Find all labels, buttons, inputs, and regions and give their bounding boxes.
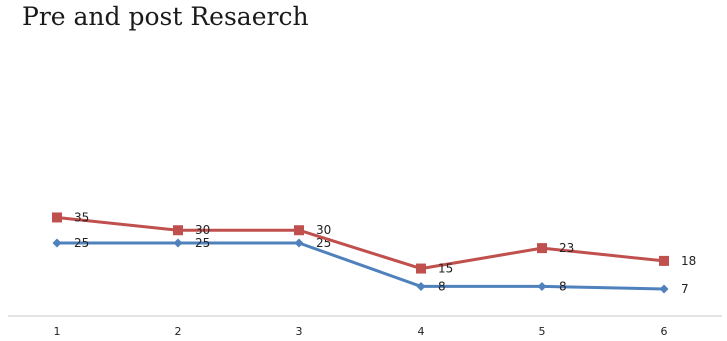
data-point [659,284,669,294]
data-point [659,255,669,266]
data-label: 35 [74,210,89,224]
data-label: 8 [559,279,567,293]
x-tick-label: 5 [539,325,546,338]
x-tick-labels: 1 2 3 4 5 6 [54,325,668,338]
data-point [416,281,426,291]
data-point [173,238,183,248]
x-tick-label: 2 [175,325,182,338]
data-label: 7 [681,282,689,296]
data-label: 25 [74,236,89,250]
series-line [55,241,666,291]
data-point [537,281,547,291]
data-label: 30 [316,223,331,237]
data-point [52,238,62,248]
data-point [52,212,62,223]
data-label: 30 [195,223,210,237]
data-label: 15 [438,262,453,276]
series-line [55,216,666,271]
data-label: 23 [559,241,574,255]
data-point [173,225,183,236]
data-label: 8 [438,279,446,293]
series-2: 35 30 30 15 23 18 [52,210,696,276]
data-point [294,238,304,248]
series-1: 25 25 258 8 7 [52,236,689,296]
data-point [537,243,547,254]
x-tick-label: 1 [54,325,61,338]
data-label: 25 [195,236,210,250]
x-tick-label: 6 [661,325,668,338]
data-point [416,263,426,274]
chart-title: Pre and post Resaerch [22,2,309,31]
data-label: 18 [681,254,696,268]
x-tick-label: 4 [418,325,425,338]
data-point [294,225,304,236]
x-tick-label: 3 [296,325,303,338]
